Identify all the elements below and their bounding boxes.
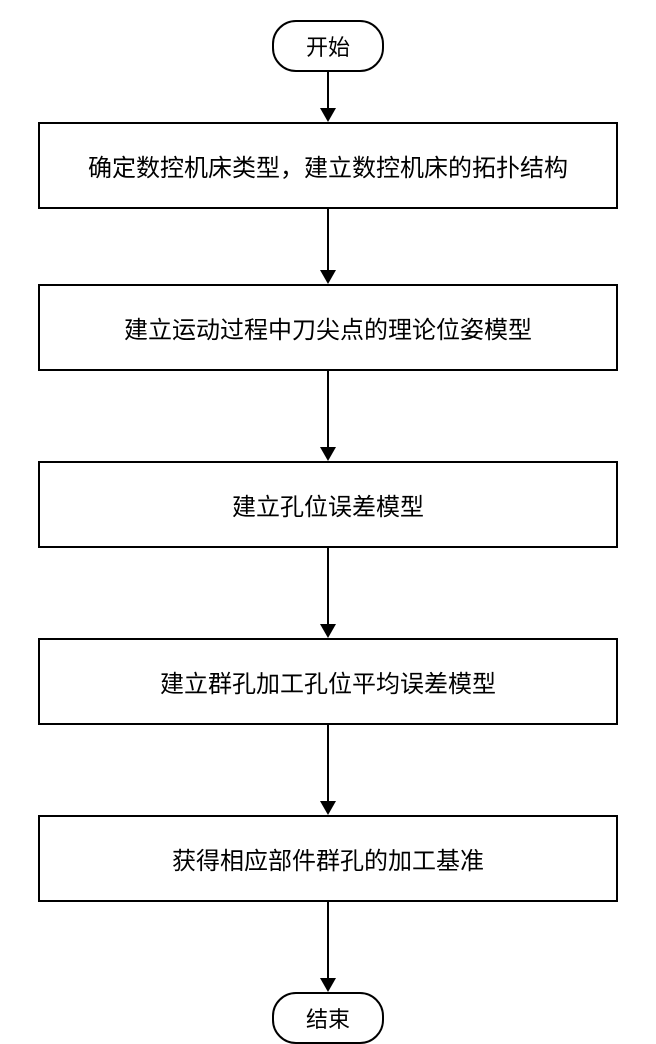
step3-label: 建立孔位误差模型 — [232, 495, 424, 521]
arrow-line — [327, 209, 329, 270]
process-step-3: 建立孔位误差模型 — [38, 461, 618, 548]
process-step-4: 建立群孔加工孔位平均误差模型 — [38, 638, 618, 725]
start-label: 开始 — [306, 35, 350, 60]
process-step-5: 获得相应部件群孔的加工基准 — [38, 815, 618, 902]
arrow-line — [327, 72, 329, 108]
step5-label: 获得相应部件群孔的加工基准 — [172, 849, 484, 875]
arrow-4 — [320, 548, 336, 638]
end-label: 结束 — [306, 1007, 350, 1032]
arrow-line — [327, 548, 329, 624]
flowchart-container: 开始 确定数控机床类型，建立数控机床的拓扑结构 建立运动过程中刀尖点的理论位姿模… — [0, 0, 656, 1044]
arrow-line — [327, 902, 329, 978]
step1-label: 确定数控机床类型，建立数控机床的拓扑结构 — [88, 156, 568, 182]
arrow-line — [327, 725, 329, 801]
step4-label: 建立群孔加工孔位平均误差模型 — [160, 672, 496, 698]
arrow-3 — [320, 371, 336, 461]
arrow-head — [320, 270, 336, 284]
arrow-line — [327, 371, 329, 447]
arrow-1 — [320, 72, 336, 122]
arrow-6 — [320, 902, 336, 992]
arrow-5 — [320, 725, 336, 815]
process-step-1: 确定数控机床类型，建立数控机床的拓扑结构 — [38, 122, 618, 209]
arrow-head — [320, 624, 336, 638]
arrow-head — [320, 447, 336, 461]
arrow-head — [320, 801, 336, 815]
step2-label: 建立运动过程中刀尖点的理论位姿模型 — [124, 318, 532, 344]
start-node: 开始 — [272, 20, 384, 72]
arrow-2 — [320, 209, 336, 284]
arrow-head — [320, 978, 336, 992]
process-step-2: 建立运动过程中刀尖点的理论位姿模型 — [38, 284, 618, 371]
arrow-head — [320, 108, 336, 122]
